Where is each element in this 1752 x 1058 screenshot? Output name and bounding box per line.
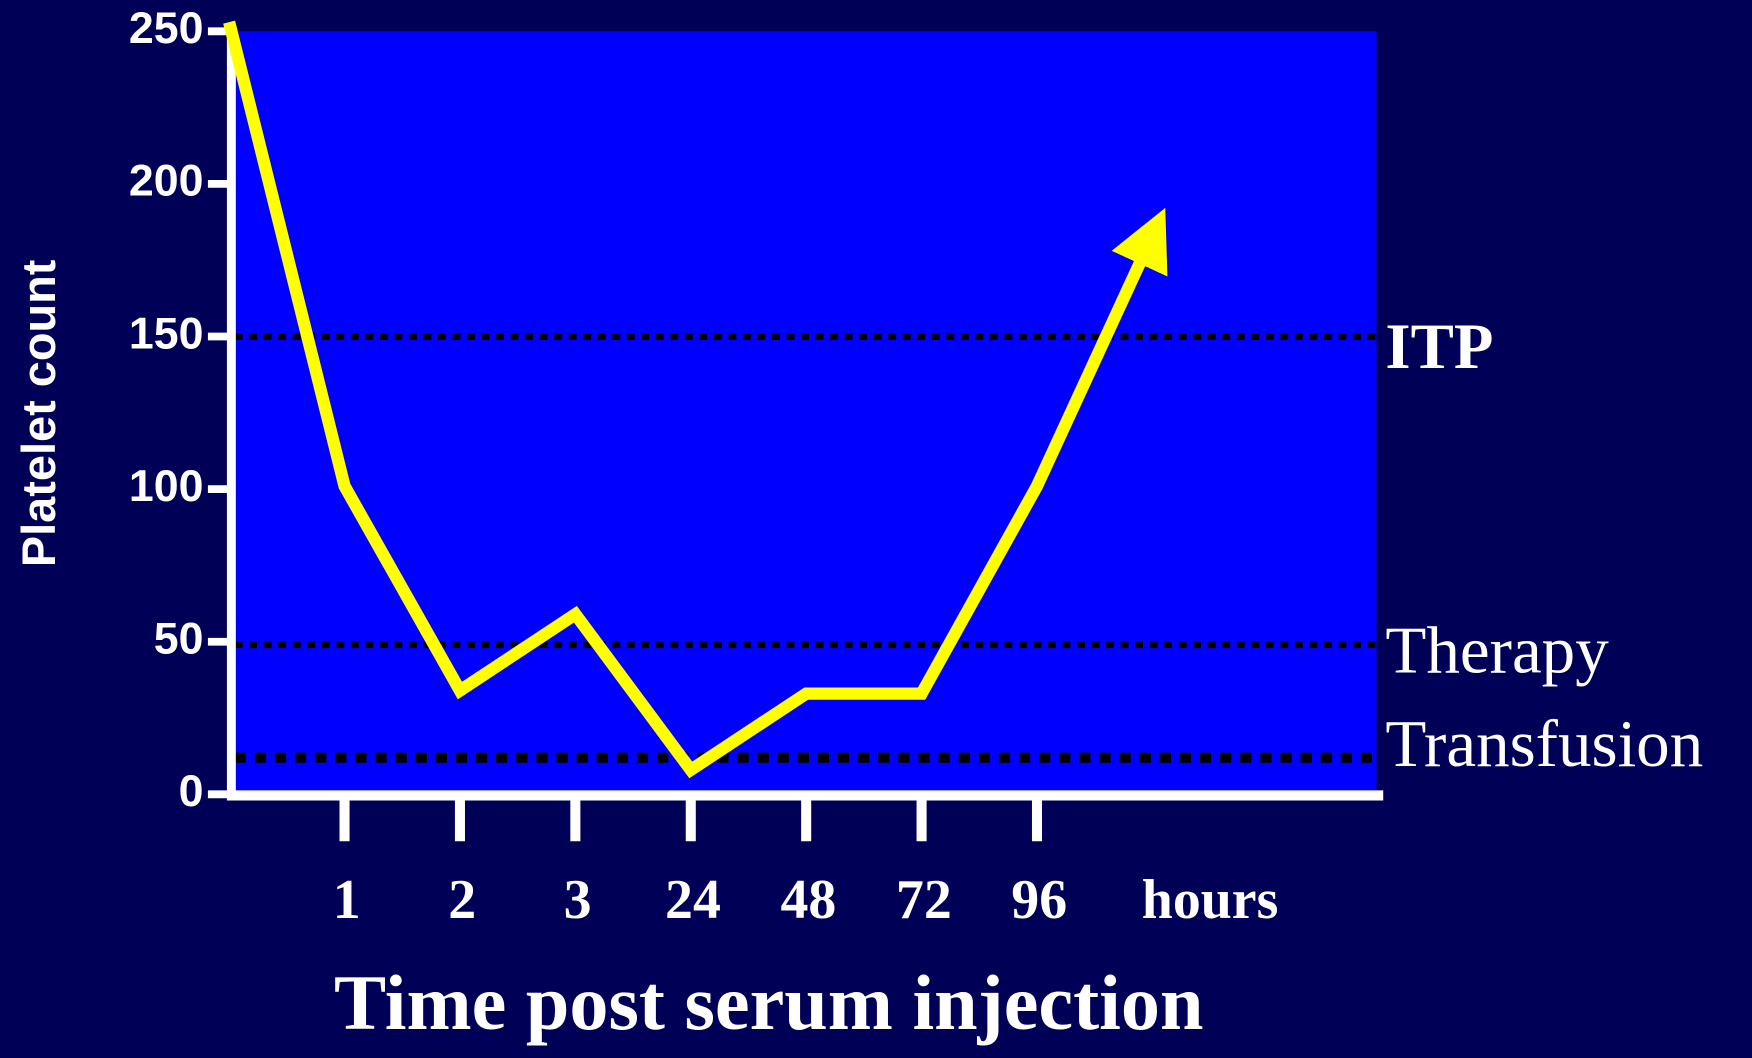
y-tick-label: 150 bbox=[129, 309, 204, 358]
x-axis-label: Time post serum injection bbox=[334, 959, 1203, 1046]
x-tick-label: 24 bbox=[665, 869, 721, 931]
reference-label: Transfusion bbox=[1385, 707, 1703, 781]
reference-label: ITP bbox=[1385, 311, 1493, 383]
y-tick-label: 250 bbox=[129, 4, 204, 53]
y-axis-label: Platelet count bbox=[13, 259, 65, 567]
data-line bbox=[223, 20, 1168, 779]
plot-area bbox=[234, 31, 1377, 795]
x-tick-label: 48 bbox=[780, 869, 836, 931]
x-tick-label: 2 bbox=[448, 869, 476, 931]
x-tick-label: 72 bbox=[896, 869, 952, 931]
x-tick-label: 1 bbox=[333, 869, 361, 931]
x-tick-label: 3 bbox=[564, 869, 592, 931]
y-tick-label: 0 bbox=[179, 767, 204, 816]
y-tick-label: 50 bbox=[154, 615, 204, 664]
y-tick-label: 100 bbox=[129, 462, 204, 511]
x-tick-label: 96 bbox=[1011, 869, 1067, 931]
y-tick-label: 200 bbox=[129, 157, 204, 206]
reference-label: Therapy bbox=[1385, 613, 1609, 687]
x-unit-label: hours bbox=[1142, 869, 1279, 931]
